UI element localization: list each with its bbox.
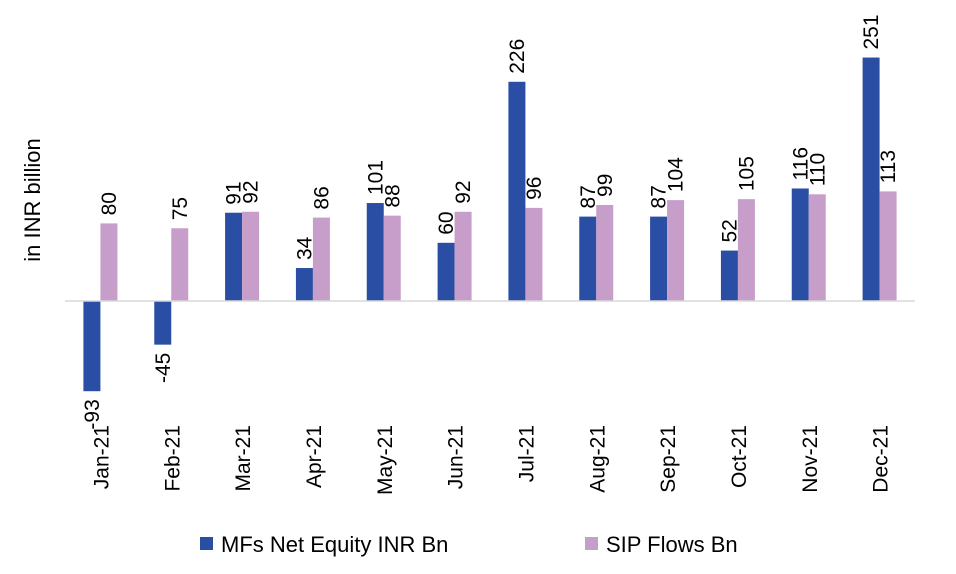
bar-sip-flows-dec-21	[879, 191, 897, 301]
bar-sip-flows-mar-21	[242, 211, 260, 301]
data-label-mf-net-equity-mar-21: 91	[223, 181, 246, 204]
legend-swatch-mf-net-equity	[200, 537, 213, 550]
data-label-sip-flows-may-21: 88	[381, 184, 404, 207]
bar-sip-flows-jan-21	[100, 223, 118, 301]
data-label-sip-flows-aug-21: 99	[594, 174, 617, 197]
data-label-sip-flows-nov-21: 110	[806, 153, 829, 186]
bar-mf-net-equity-jan-21	[83, 301, 101, 392]
x-tick-label-sep-21: Sep-21	[657, 425, 680, 493]
bar-sip-flows-may-21	[383, 215, 401, 301]
data-label-sip-flows-jun-21: 92	[452, 180, 475, 203]
data-label-mf-net-equity-sep-21: 87	[648, 185, 671, 208]
bar-mf-net-equity-may-21	[366, 203, 384, 301]
x-tick-label-apr-21: Apr-21	[303, 425, 326, 488]
data-label-mf-net-equity-oct-21: 52	[718, 219, 741, 242]
x-tick-label-nov-21: Nov-21	[799, 425, 822, 493]
x-tick-labels-group: Jan-21 Feb-21 Mar-21 Apr-21 May-21 Jun-21 Jul-…	[90, 425, 892, 495]
x-tick-label-mar-21: Mar-21	[232, 425, 255, 492]
x-tick-label-feb-21: Feb-21	[161, 425, 184, 492]
bar-mf-net-equity-oct-21	[720, 250, 738, 301]
data-label-sip-flows-dec-21: 113	[877, 150, 900, 183]
bar-mf-net-equity-sep-21	[650, 216, 668, 301]
legend-label-sip-flows: SIP Flows Bn	[606, 532, 738, 557]
data-label-sip-flows-jan-21: 80	[98, 192, 121, 215]
bar-sip-flows-aug-21	[596, 204, 614, 301]
data-label-sip-flows-jul-21: 96	[523, 177, 546, 200]
x-tick-label-may-21: May-21	[374, 425, 397, 495]
bar-sip-flows-sep-21	[667, 200, 685, 301]
data-label-mf-net-equity-jul-21: 226	[506, 39, 529, 74]
bar-sip-flows-jun-21	[454, 211, 472, 301]
bar-sip-flows-jul-21	[525, 207, 543, 301]
bar-mf-net-equity-feb-21	[154, 301, 172, 345]
data-label-mf-net-equity-apr-21: 34	[293, 236, 316, 260]
data-label-mf-net-equity-jun-21: 60	[435, 211, 458, 234]
bars-group	[83, 57, 897, 392]
data-label-sip-flows-feb-21: 75	[169, 197, 192, 220]
bar-mf-net-equity-jun-21	[437, 242, 455, 301]
data-label-sip-flows-oct-21: 105	[735, 156, 758, 191]
bar-sip-flows-nov-21	[808, 194, 826, 301]
y-axis-label: in INR billion	[20, 138, 45, 262]
data-label-sip-flows-apr-21: 86	[310, 186, 333, 209]
data-label-mf-net-equity-jan-21: -93	[81, 399, 104, 429]
data-label-mf-net-equity-aug-21: 87	[577, 185, 600, 208]
bar-mf-net-equity-dec-21	[862, 57, 880, 301]
x-tick-label-dec-21: Dec-21	[870, 425, 893, 493]
bar-sip-flows-oct-21	[737, 199, 755, 301]
bar-sip-flows-feb-21	[171, 228, 189, 301]
bar-mf-net-equity-jul-21	[508, 81, 526, 301]
data-label-mf-net-equity-dec-21: 251	[860, 14, 883, 49]
bar-sip-flows-apr-21	[312, 217, 330, 301]
data-label-mf-net-equity-nov-21: 116	[789, 147, 812, 180]
bar-mf-net-equity-nov-21	[791, 188, 809, 301]
data-label-sip-flows-sep-21: 104	[665, 157, 688, 192]
x-tick-label-oct-21: Oct-21	[728, 425, 751, 488]
legend: MFs Net Equity INR Bn SIP Flows Bn	[200, 532, 738, 557]
bar-mf-net-equity-aug-21	[579, 216, 597, 301]
legend-swatch-sip-flows	[585, 537, 598, 550]
x-tick-label-jan-21: Jan-21	[90, 425, 113, 489]
x-tick-label-jul-21: Jul-21	[515, 425, 538, 482]
data-label-sip-flows-mar-21: 92	[240, 180, 263, 203]
x-tick-label-aug-21: Aug-21	[586, 425, 609, 493]
data-label-mf-net-equity-may-21: 101	[364, 160, 387, 195]
legend-label-mf-net-equity: MFs Net Equity INR Bn	[221, 532, 448, 557]
bar-mf-net-equity-apr-21	[295, 268, 313, 301]
data-label-mf-net-equity-feb-21: -45	[152, 353, 175, 383]
x-tick-label-jun-21: Jun-21	[445, 425, 468, 489]
bar-mf-net-equity-mar-21	[225, 212, 243, 301]
